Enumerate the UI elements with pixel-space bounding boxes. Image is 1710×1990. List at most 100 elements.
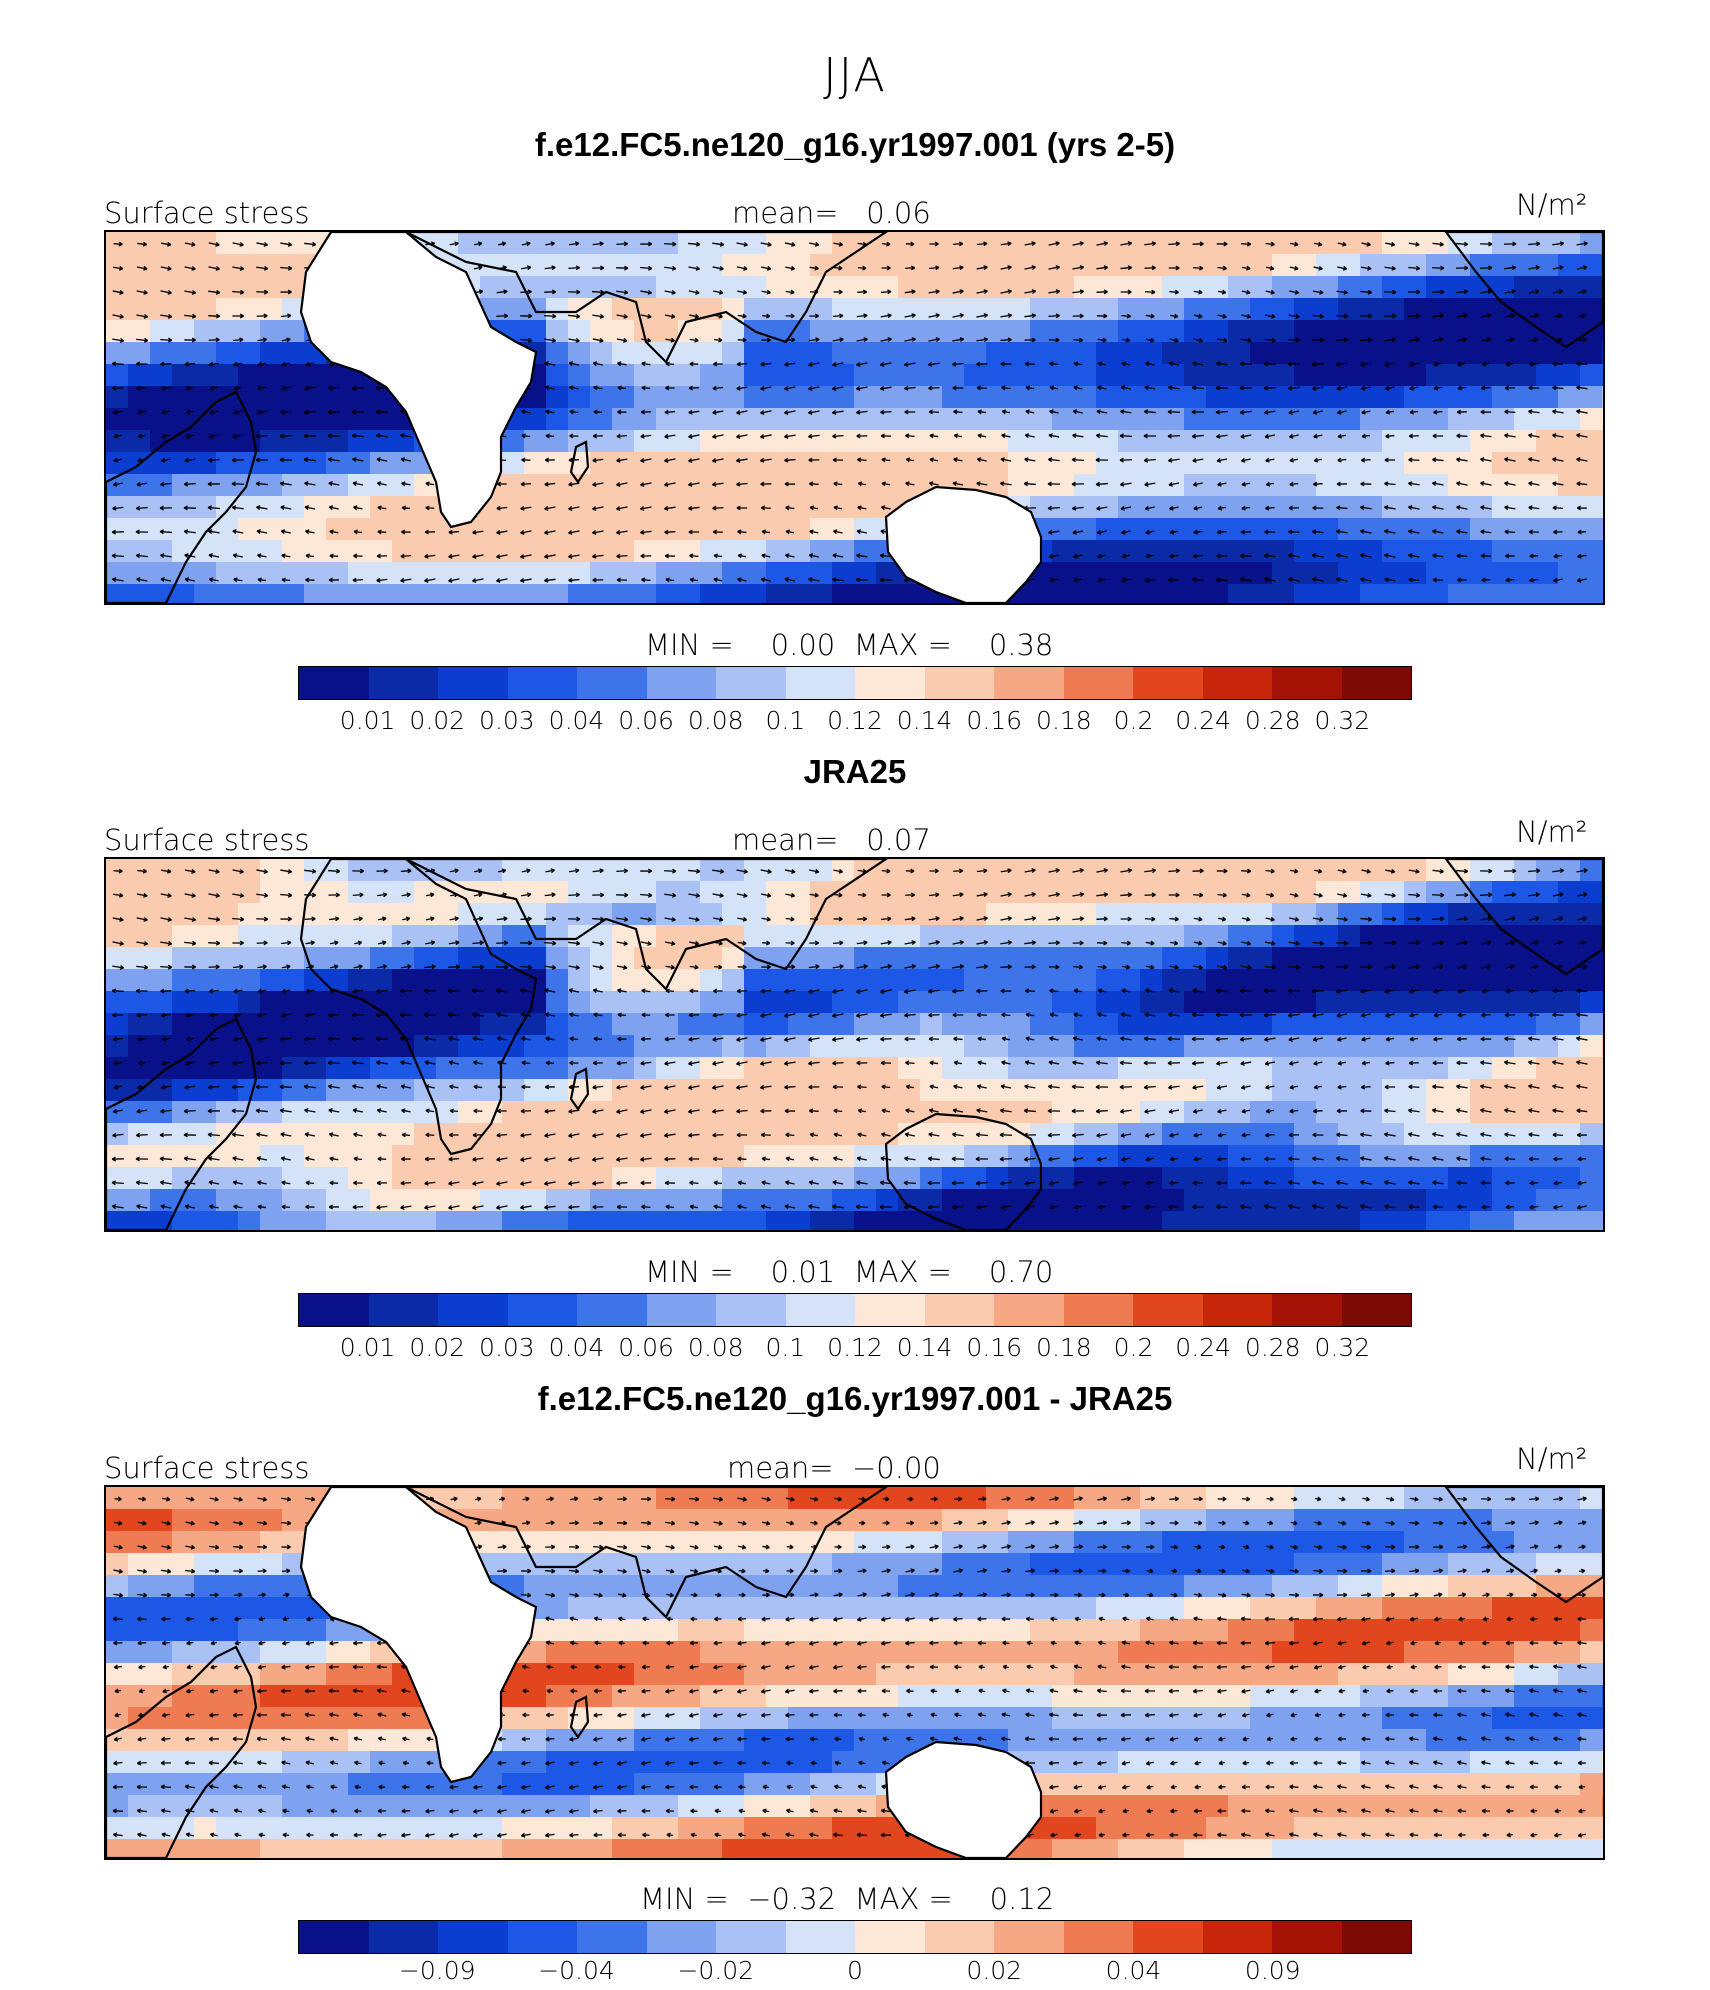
field-cell xyxy=(1140,408,1163,431)
field-cell xyxy=(1492,1035,1515,1058)
field-cell xyxy=(942,991,965,1014)
field-cell xyxy=(1426,430,1449,453)
field-cell xyxy=(524,1189,547,1212)
field-cell xyxy=(194,925,217,948)
field-cell xyxy=(1448,925,1471,948)
field-cell xyxy=(1514,925,1537,948)
field-cell xyxy=(502,1101,525,1124)
field-cell xyxy=(1316,540,1339,563)
field-cell xyxy=(1008,1641,1031,1664)
field-cell xyxy=(854,562,877,585)
field-cell xyxy=(854,342,877,365)
field-cell xyxy=(1052,254,1075,277)
field-cell xyxy=(1404,1079,1427,1102)
field-cell xyxy=(1294,1167,1317,1190)
field-cell xyxy=(744,254,767,277)
field-cell xyxy=(348,1145,371,1168)
field-cell xyxy=(1580,1101,1603,1124)
field-cell xyxy=(1030,452,1053,475)
field-cell xyxy=(348,584,371,603)
field-cell xyxy=(392,1685,415,1708)
field-cell xyxy=(216,430,239,453)
field-cell xyxy=(326,584,349,603)
field-cell xyxy=(1470,584,1493,603)
field-cell xyxy=(634,969,657,992)
field-cell xyxy=(656,881,679,904)
field-cell xyxy=(282,1167,305,1190)
field-cell xyxy=(986,1013,1009,1036)
field-cell xyxy=(1052,1035,1075,1058)
field-cell xyxy=(304,903,327,926)
field-cell xyxy=(348,1189,371,1212)
field-cell xyxy=(744,1685,767,1708)
field-cell xyxy=(722,452,745,475)
field-cell xyxy=(1030,474,1053,497)
field-cell xyxy=(1096,1487,1119,1510)
field-cell xyxy=(810,540,833,563)
field-cell xyxy=(1382,1189,1405,1212)
field-cell xyxy=(656,254,679,277)
field-cell xyxy=(832,518,855,541)
field-cell xyxy=(194,1079,217,1102)
field-cell xyxy=(414,584,437,603)
variable-label: Surface stress xyxy=(104,1451,310,1485)
field-cell xyxy=(1404,881,1427,904)
field-cell xyxy=(1074,276,1097,299)
field-cell xyxy=(238,386,261,409)
field-cell xyxy=(1580,991,1603,1014)
field-cell xyxy=(700,1101,723,1124)
field-cell xyxy=(854,452,877,475)
field-cell xyxy=(1228,1597,1251,1620)
field-cell xyxy=(546,1167,569,1190)
field-cell xyxy=(1030,430,1053,453)
field-cell xyxy=(766,1211,789,1230)
field-cell xyxy=(172,452,195,475)
field-cell xyxy=(766,969,789,992)
field-cell xyxy=(502,1057,525,1080)
field-cell xyxy=(194,903,217,926)
field-cell xyxy=(260,1057,283,1080)
field-cell xyxy=(810,584,833,603)
field-cell xyxy=(546,1101,569,1124)
field-cell xyxy=(1470,1685,1493,1708)
field-cell xyxy=(1602,1211,1603,1230)
field-cell xyxy=(656,276,679,299)
field-cell xyxy=(1052,991,1075,1014)
field-cell xyxy=(1470,1013,1493,1036)
field-cell xyxy=(172,518,195,541)
field-cell xyxy=(480,1145,503,1168)
field-cell xyxy=(876,1189,899,1212)
field-cell xyxy=(1514,969,1537,992)
field-cell xyxy=(986,364,1009,387)
field-cell xyxy=(986,969,1009,992)
field-cell xyxy=(392,518,415,541)
field-cell xyxy=(986,1211,1009,1230)
field-cell xyxy=(1558,298,1581,321)
field-cell xyxy=(964,1619,987,1642)
field-cell xyxy=(1404,1013,1427,1036)
field-cell xyxy=(1360,1057,1383,1080)
field-cell xyxy=(1162,562,1185,585)
field-cell xyxy=(194,518,217,541)
field-cell xyxy=(1250,518,1273,541)
field-cell xyxy=(326,1101,349,1124)
field-cell xyxy=(282,364,305,387)
field-cell xyxy=(370,518,393,541)
field-cell xyxy=(546,1509,569,1532)
field-cell xyxy=(1514,1079,1537,1102)
field-cell xyxy=(1294,1487,1317,1510)
field-cell xyxy=(1140,276,1163,299)
field-cell xyxy=(1030,1079,1053,1102)
field-cell xyxy=(1162,298,1185,321)
field-cell xyxy=(1426,342,1449,365)
field-cell xyxy=(304,1079,327,1102)
colorbar-cell-15 xyxy=(1342,667,1412,699)
field-cell xyxy=(1206,430,1229,453)
field-cell xyxy=(502,276,525,299)
field-cell xyxy=(942,452,965,475)
field-cell xyxy=(1360,584,1383,603)
field-cell xyxy=(876,1509,899,1532)
field-cell xyxy=(326,1145,349,1168)
field-cell xyxy=(700,1211,723,1230)
field-cell xyxy=(1228,1079,1251,1102)
